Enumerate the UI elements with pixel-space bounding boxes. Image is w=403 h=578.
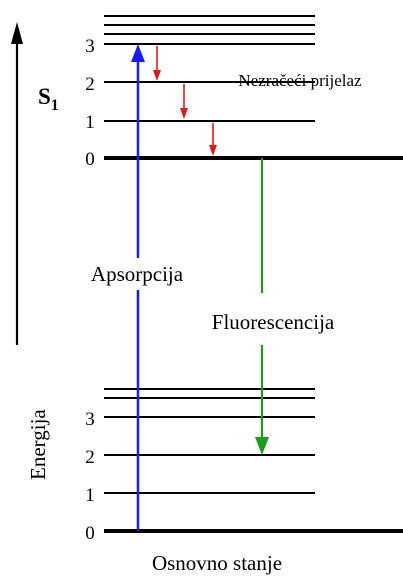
ground-state-label: Osnovno stanje: [152, 551, 282, 575]
s1-label-main: S: [38, 84, 51, 109]
s1-level-2-label: 2: [85, 74, 95, 95]
ground-level-0-label: 0: [85, 523, 95, 544]
s1-level-1-label: 1: [85, 112, 95, 133]
ground-level-3-label: 3: [85, 409, 95, 430]
nonradiative-arrowhead-2-1: [180, 108, 188, 119]
fluorescence-transition: Fluorescencija: [212, 158, 335, 455]
absorption-arrowhead: [131, 44, 145, 62]
nonradiative-arrowhead-1-0: [209, 145, 217, 156]
ground-level-2-label: 2: [85, 447, 95, 468]
energy-axis-arrowhead: [11, 22, 23, 44]
ground-level-1-label: 1: [85, 485, 95, 506]
s1-label-sub: 1: [51, 97, 59, 114]
fluorescence-label: Fluorescencija: [212, 310, 335, 334]
nonradiative-label: Nezračeći prijelaz: [238, 71, 362, 90]
energy-axis-label: Energija: [26, 409, 50, 480]
absorption-transition: Apsorpcija: [91, 44, 184, 531]
s1-level-0-label: 0: [85, 149, 95, 170]
excited-state-s1: 3 2 1 0 S1: [38, 15, 403, 170]
s1-state-label: S1: [38, 84, 59, 114]
s1-level-3-label: 3: [85, 36, 95, 57]
nonradiative-arrowhead-3-2: [153, 70, 161, 81]
absorption-label: Apsorpcija: [91, 262, 184, 286]
energy-axis: Energija: [11, 22, 50, 480]
nonradiative-transitions: Nezračeći prijelaz: [153, 46, 362, 156]
fluorescence-arrowhead: [255, 437, 269, 455]
ground-state: 3 2 1 0 Osnovno stanje: [85, 388, 403, 575]
